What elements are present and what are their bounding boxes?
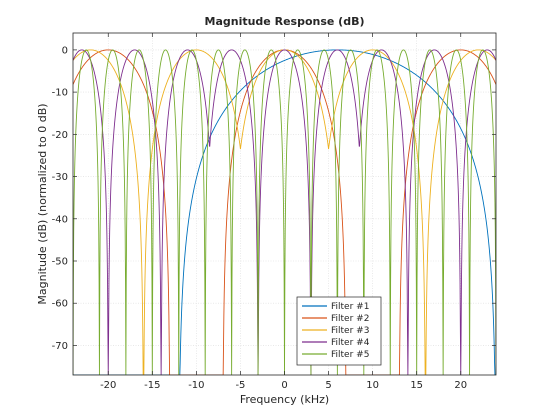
legend-label: Filter #5 bbox=[331, 350, 369, 360]
legend: Filter #1 Filter #2 Filter #3 Filter #4 Filt… bbox=[296, 296, 382, 366]
series-line-filter-5 bbox=[73, 49, 496, 375]
y-tick-label: -40 bbox=[52, 214, 68, 225]
y-tick-label: -30 bbox=[52, 172, 68, 183]
series-layer bbox=[73, 49, 496, 375]
x-axis-label: Frequency (kHz) bbox=[240, 393, 329, 406]
y-tick-label: -60 bbox=[52, 299, 68, 310]
x-tick-label: -15 bbox=[144, 380, 160, 391]
y-axis-label: Magnitude (dB) (normalized to 0 dB) bbox=[36, 103, 49, 304]
legend-label: Filter #1 bbox=[331, 302, 369, 312]
x-tick-label: -20 bbox=[100, 380, 116, 391]
legend-label: Filter #4 bbox=[331, 338, 370, 348]
y-tick-label: 0 bbox=[62, 45, 68, 56]
ticks: -20 -15 -10 -5 0 5 10 15 200-10-20-30-40-50-60-7… bbox=[52, 33, 496, 391]
x-tick-label: 5 bbox=[325, 380, 331, 391]
series-line-filter-1 bbox=[73, 49, 496, 375]
x-tick-label: 0 bbox=[281, 380, 287, 391]
chart-title: Magnitude Response (dB) bbox=[205, 15, 365, 28]
x-tick-label: 15 bbox=[410, 380, 423, 391]
y-tick-label: -10 bbox=[52, 88, 68, 99]
y-tick-label: -20 bbox=[52, 130, 68, 141]
legend-label: Filter #3 bbox=[331, 326, 369, 336]
x-tick-label: 10 bbox=[366, 380, 379, 391]
x-tick-label: -5 bbox=[235, 380, 245, 391]
x-tick-label: 20 bbox=[454, 380, 467, 391]
y-tick-label: -70 bbox=[52, 341, 68, 352]
y-tick-label: -50 bbox=[52, 257, 68, 268]
x-tick-label: -10 bbox=[188, 380, 204, 391]
legend-label: Filter #2 bbox=[331, 314, 369, 324]
